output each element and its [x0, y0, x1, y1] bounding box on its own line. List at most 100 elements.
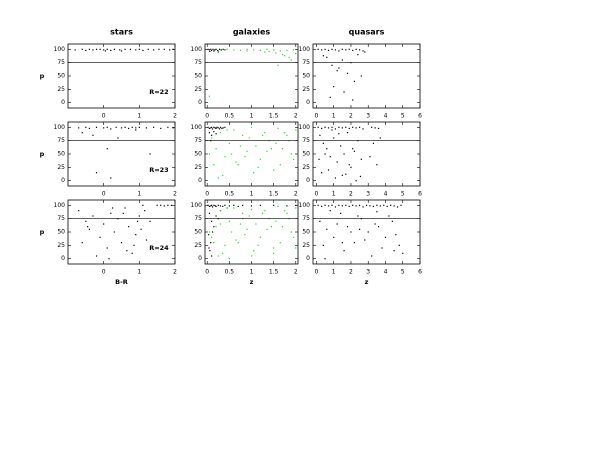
- x-tick-label: 3: [366, 113, 370, 120]
- point: [348, 48, 350, 50]
- point: [255, 223, 257, 225]
- point: [358, 204, 361, 206]
- point: [281, 148, 284, 150]
- point: [131, 252, 133, 254]
- x-tick-label: 0: [102, 113, 106, 120]
- point: [362, 206, 364, 208]
- point: [372, 205, 375, 207]
- point: [242, 204, 244, 206]
- y-tick-label: 25: [57, 242, 65, 249]
- y-tick-label: 25: [302, 86, 310, 93]
- point: [317, 48, 319, 50]
- point: [211, 126, 213, 128]
- point: [149, 220, 151, 222]
- point: [211, 206, 214, 208]
- point: [81, 242, 83, 244]
- point: [270, 148, 273, 150]
- point: [142, 204, 144, 206]
- y-tick-label: 0: [61, 255, 65, 262]
- point: [78, 127, 80, 129]
- point: [321, 49, 323, 51]
- point: [338, 126, 340, 128]
- point: [277, 64, 279, 66]
- point: [95, 126, 98, 128]
- frame: [204, 43, 299, 109]
- point: [396, 206, 399, 208]
- point: [215, 215, 217, 217]
- point: [224, 49, 226, 51]
- point: [209, 50, 211, 53]
- point: [266, 228, 268, 230]
- y-tick-label: 75: [194, 137, 202, 144]
- point: [355, 180, 357, 182]
- point: [219, 205, 222, 207]
- point: [163, 205, 165, 207]
- point: [290, 231, 292, 233]
- x-axis-label: z: [365, 278, 369, 286]
- point: [295, 129, 297, 131]
- point: [383, 204, 385, 206]
- point: [246, 50, 248, 52]
- point: [266, 48, 268, 50]
- y-tick-label: 0: [61, 99, 65, 106]
- point: [110, 49, 112, 51]
- point: [338, 133, 340, 135]
- point: [353, 150, 356, 152]
- point: [208, 95, 211, 97]
- point: [88, 48, 90, 50]
- point: [369, 205, 371, 207]
- point: [213, 204, 215, 206]
- point: [115, 126, 117, 128]
- point: [352, 126, 354, 128]
- x-tick-label: 1: [250, 269, 254, 276]
- point: [391, 220, 393, 222]
- point: [133, 244, 135, 246]
- x-tick-label: 5: [401, 191, 405, 198]
- point: [138, 48, 140, 50]
- point: [103, 223, 105, 225]
- point: [217, 49, 219, 51]
- point: [246, 228, 248, 230]
- point: [352, 99, 354, 101]
- point: [106, 148, 108, 150]
- point: [219, 223, 222, 225]
- point: [264, 210, 266, 212]
- point: [395, 234, 397, 236]
- point: [286, 212, 288, 214]
- y-tick-label: 25: [57, 164, 65, 171]
- point: [341, 48, 343, 50]
- point: [259, 49, 261, 51]
- point: [393, 250, 395, 252]
- point: [322, 55, 324, 57]
- point: [153, 49, 155, 51]
- x-tick-label: 0: [205, 191, 209, 198]
- point: [220, 49, 222, 51]
- x-tick-label: 0: [315, 191, 319, 198]
- point: [85, 49, 87, 51]
- point: [210, 242, 212, 244]
- x-tick-label: 6: [418, 269, 422, 276]
- point: [343, 153, 345, 155]
- point: [326, 56, 328, 58]
- point: [358, 126, 361, 128]
- point: [341, 127, 343, 129]
- point: [333, 137, 335, 139]
- point: [92, 49, 94, 51]
- point: [228, 220, 230, 222]
- point: [253, 250, 255, 252]
- point: [224, 126, 226, 128]
- y-tick-label: 0: [198, 177, 202, 184]
- point: [362, 128, 364, 130]
- point: [222, 205, 224, 207]
- x-tick-label: 1: [250, 191, 254, 198]
- x-tick-label: 0.5: [225, 191, 235, 198]
- x-tick-label: 0.5: [225, 269, 235, 276]
- point: [279, 242, 281, 244]
- point: [156, 204, 158, 206]
- point: [170, 204, 173, 206]
- x-tick-label: 3: [366, 269, 370, 276]
- point: [345, 204, 347, 206]
- x-tick-label: 1: [332, 191, 336, 198]
- point: [390, 204, 392, 206]
- point: [273, 169, 275, 171]
